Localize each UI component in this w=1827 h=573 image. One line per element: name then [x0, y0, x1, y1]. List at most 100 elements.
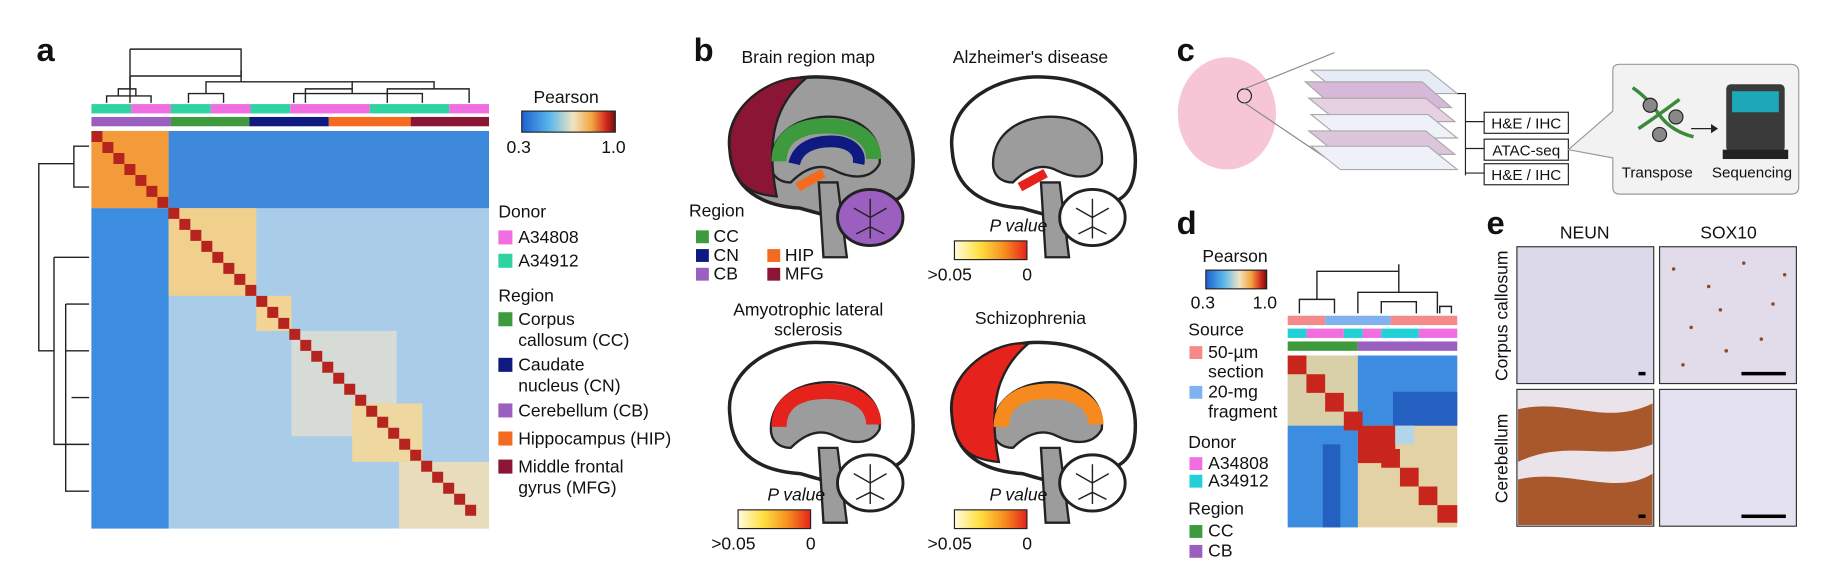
legend-title: Donor: [1188, 432, 1236, 452]
transposase: [1631, 86, 1694, 143]
legend-label: gyrus (MFG): [518, 477, 616, 497]
row-label: Cerebellum: [1492, 414, 1512, 504]
colorbar: [953, 240, 1028, 261]
panel-letter: c: [1177, 31, 1195, 68]
legend-label: HIP: [785, 245, 814, 265]
sox10-dots: [1671, 261, 1787, 367]
legend-label: Caudate: [518, 355, 584, 375]
brain-scz: [949, 340, 1138, 525]
legend-title: Pearson: [1202, 246, 1267, 266]
legend-title: Pearson: [533, 87, 598, 107]
legend-swatch: [695, 249, 709, 262]
legend-label: CC: [714, 226, 739, 246]
method-label: ATAC-seq: [1492, 143, 1560, 160]
dendrogram-d: [1298, 264, 1453, 314]
legend-label: fragment: [1208, 401, 1277, 421]
legend-swatch: [498, 357, 513, 372]
panel-letter: a: [36, 31, 55, 68]
brain-title: Schizophrenia: [975, 308, 1086, 328]
colorbar-label: 0: [806, 534, 816, 554]
legend-swatch: [695, 230, 709, 244]
legend-label: callosum (CC): [518, 330, 629, 350]
legend-swatch: [767, 249, 781, 262]
region-bar: [91, 116, 490, 127]
legend-title: Region: [1188, 499, 1244, 519]
brain-map: [727, 75, 915, 260]
legend-label: 50-µm: [1208, 342, 1258, 362]
legend-swatch: [498, 459, 513, 474]
dendrogram-left: [38, 145, 90, 492]
row-label: Corpus callosum: [1492, 250, 1512, 381]
legend-title: Region: [689, 200, 745, 220]
colorbar-label: 1.0: [601, 137, 626, 157]
legend-label: CB: [714, 263, 738, 283]
arrowhead: [1711, 123, 1719, 134]
colorbar-title: P value: [990, 484, 1048, 504]
colorbar-label: 0: [1022, 534, 1032, 554]
legend-label: Cerebellum (CB): [518, 400, 649, 420]
column-label: SOX10: [1700, 223, 1757, 243]
colorbar-label: >0.05: [928, 265, 973, 285]
colorbar: [521, 110, 616, 133]
donor-bar: [91, 104, 490, 114]
legend-label: Hippocampus (HIP): [518, 428, 671, 448]
legend-label: CN: [714, 245, 739, 265]
legend-label: CC: [1208, 521, 1233, 541]
legend-label: section: [1208, 362, 1264, 382]
method-box: [1483, 111, 1569, 134]
legend-swatch: [498, 312, 513, 327]
colorbar: [1205, 269, 1268, 290]
colorbar-label: >0.05: [928, 534, 973, 554]
heatmap-a: [91, 130, 490, 529]
legend-label: A34912: [518, 251, 578, 271]
colorbar-label: >0.05: [711, 534, 756, 554]
legend-label: CB: [1208, 541, 1232, 561]
connector: [1457, 92, 1485, 176]
panel-letter: b: [694, 31, 714, 68]
brain-als: [727, 340, 915, 525]
legend-swatch: [498, 253, 513, 268]
legend-swatch: [498, 403, 513, 418]
brain-photo: [1177, 57, 1277, 170]
legend-label: Corpus: [518, 309, 575, 329]
method-label: H&E / IHC: [1491, 167, 1561, 184]
colorbar-label: 0.3: [507, 137, 531, 157]
legend-title: Donor: [498, 202, 546, 222]
brain-title: Brain region map: [741, 47, 875, 67]
legend-swatch: [767, 267, 781, 281]
method-label: H&E / IHC: [1491, 116, 1561, 133]
brain-title: Alzheimer's disease: [953, 47, 1108, 67]
colorbar-label: 0.3: [1191, 293, 1215, 313]
color-bars-d: [1287, 315, 1458, 351]
colorbar-label: 1.0: [1253, 293, 1278, 313]
legend-swatch: [1189, 346, 1203, 360]
legend-swatch: [498, 431, 513, 446]
panel-letter: e: [1487, 204, 1505, 241]
brain-title: Amyotrophic lateral: [733, 300, 883, 320]
step-label: Transpose: [1622, 165, 1693, 182]
legend-swatch: [1189, 474, 1203, 488]
legend-swatch: [695, 267, 709, 281]
legend-title: Region: [498, 286, 554, 306]
brain-ad: [949, 75, 1138, 260]
colorbar-title: P value: [990, 216, 1048, 236]
colorbar: [737, 509, 812, 530]
brain-title: sclerosis: [774, 320, 842, 340]
sequencer: [1722, 84, 1789, 160]
heatmap-d: [1287, 355, 1458, 528]
legend-label: A34912: [1208, 470, 1268, 490]
column-label: NEUN: [1560, 223, 1610, 243]
legend-label: nucleus (CN): [518, 376, 620, 396]
step-label: Sequencing: [1712, 165, 1792, 182]
colorbar-title: P value: [767, 484, 825, 504]
legend-label: 20-mg: [1208, 382, 1258, 402]
legend-title: Source: [1188, 320, 1244, 340]
colorbar-label: 0: [1022, 265, 1032, 285]
dendrogram-top: [105, 48, 470, 103]
legend-swatch: [1189, 544, 1203, 558]
legend-label: Middle frontal: [518, 456, 623, 476]
legend-swatch: [1189, 525, 1203, 538]
legend-swatch: [1189, 457, 1203, 471]
legend-label: MFG: [785, 263, 824, 283]
